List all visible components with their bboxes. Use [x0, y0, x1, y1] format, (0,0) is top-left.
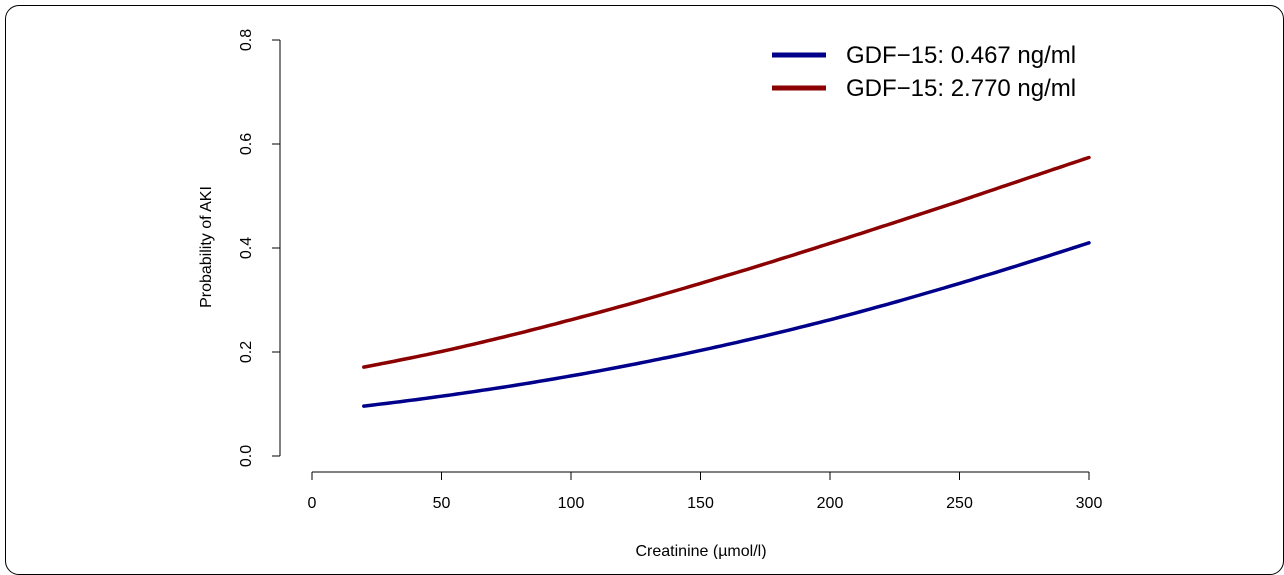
- x-tick-label: 200: [817, 495, 844, 512]
- y-axis: 0.0 0.2 0.4 0.6 0.8: [238, 29, 281, 467]
- line-chart: 0.0 0.2 0.4 0.6 0.8 0 50 100 150 200 250 300 Proba…: [198, 29, 1103, 559]
- x-tick-label: 300: [1076, 495, 1103, 512]
- x-tick-label: 250: [946, 495, 973, 512]
- y-axis-label: Probability of AKI: [198, 186, 215, 308]
- chart-frame: [5, 5, 1284, 575]
- legend-label-2: GDF−15: 2.770 ng/ml: [846, 75, 1076, 102]
- y-tick-label: 0.2: [238, 341, 255, 363]
- x-axis: 0 50 100 150 200 250 300: [308, 471, 1103, 512]
- series-line-2: [362, 155, 1091, 369]
- y-tick-label: 0.8: [238, 29, 255, 51]
- x-tick-label: 100: [558, 495, 585, 512]
- series-line-1: [362, 241, 1091, 408]
- series-layer: [362, 155, 1091, 408]
- plot-area: [362, 155, 1091, 408]
- x-tick-label: 0: [308, 495, 317, 512]
- legend: GDF−15: 0.467 ng/ml GDF−15: 2.770 ng/ml: [772, 42, 1076, 102]
- y-tick-label: 0.6: [238, 133, 255, 155]
- x-axis-label: Creatinine (µmol/l): [635, 543, 766, 559]
- x-tick-label: 150: [687, 495, 714, 512]
- legend-label-1: GDF−15: 0.467 ng/ml: [846, 42, 1076, 69]
- y-ticks: 0.0 0.2 0.4 0.6 0.8: [238, 29, 280, 467]
- x-ticks: 0 50 100 150 200 250 300: [308, 472, 1103, 512]
- x-tick-label: 50: [433, 495, 451, 512]
- y-tick-label: 0.0: [238, 445, 255, 467]
- y-tick-label: 0.4: [238, 237, 255, 259]
